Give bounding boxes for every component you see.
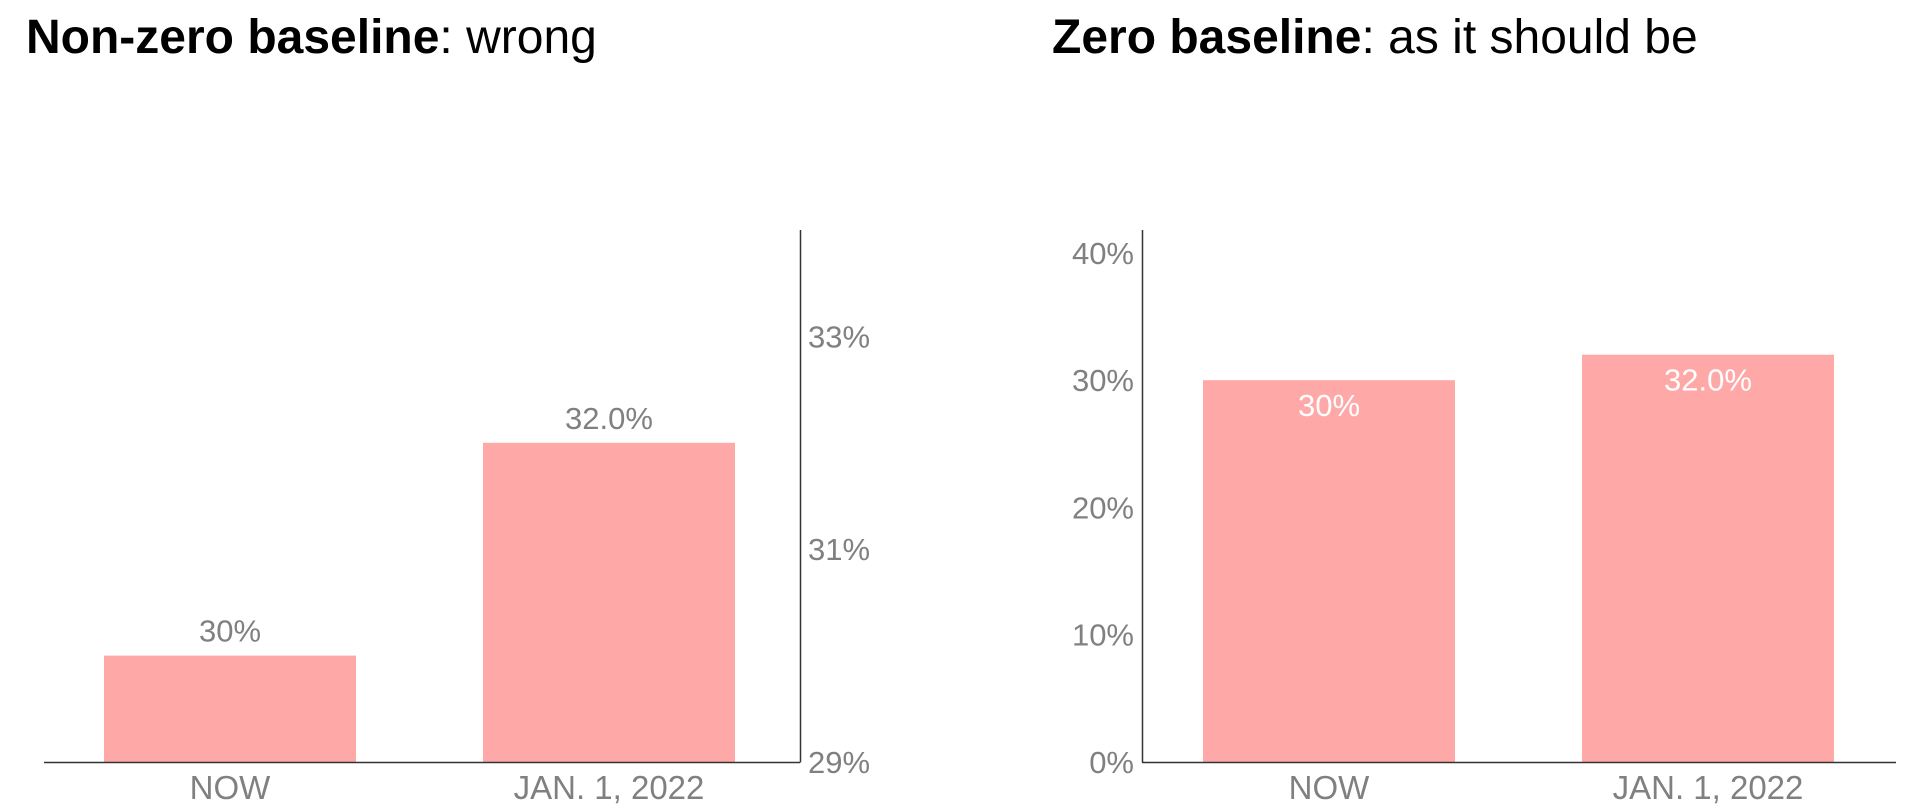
right-chart-title-rest: : as it should be [1361, 11, 1698, 64]
right-y-tick-label-1: 0% [1089, 745, 1134, 780]
left-chart-title-bold: Non-zero baseline [26, 11, 440, 64]
right-chart-title-bold: Zero baseline [1052, 11, 1362, 64]
left-y-tick-label-3: 33% [808, 319, 870, 354]
non-zero-baseline-chart: 30% NOW 32.0% JAN. 1, 2022 29% 31% 33% [44, 230, 870, 806]
right-y-tick-label-4: 30% [1072, 363, 1134, 398]
left-bar-2-value-label: 32.0% [565, 401, 653, 436]
right-bar-2 [1582, 354, 1834, 762]
right-chart-title: Zero baseline: as it should be [1052, 8, 1698, 68]
zero-baseline-chart: 30% NOW 32.0% JAN. 1, 2022 0% 10% 20% 30% 40% [1072, 230, 1896, 806]
left-bar-1 [104, 655, 356, 762]
right-category-label-2: JAN. 1, 2022 [1613, 769, 1804, 806]
right-y-tick-label-5: 40% [1072, 236, 1134, 271]
left-chart-title: Non-zero baseline: wrong [26, 8, 597, 68]
right-bar-1-value-label: 30% [1298, 388, 1360, 423]
left-y-tick-label-2: 31% [808, 532, 870, 567]
right-y-tick-label-3: 20% [1072, 490, 1134, 525]
left-category-label-2: JAN. 1, 2022 [514, 769, 705, 806]
left-chart-title-rest: : wrong [439, 11, 597, 64]
left-category-label-1: NOW [190, 769, 272, 806]
right-y-tick-label-2: 10% [1072, 618, 1134, 653]
left-bar-2 [483, 442, 735, 762]
right-bar-1 [1203, 380, 1455, 762]
right-category-label-1: NOW [1289, 769, 1371, 806]
right-bar-2-value-label: 32.0% [1664, 363, 1752, 398]
left-y-tick-label-1: 29% [808, 745, 870, 780]
left-bar-1-value-label: 30% [199, 614, 261, 649]
